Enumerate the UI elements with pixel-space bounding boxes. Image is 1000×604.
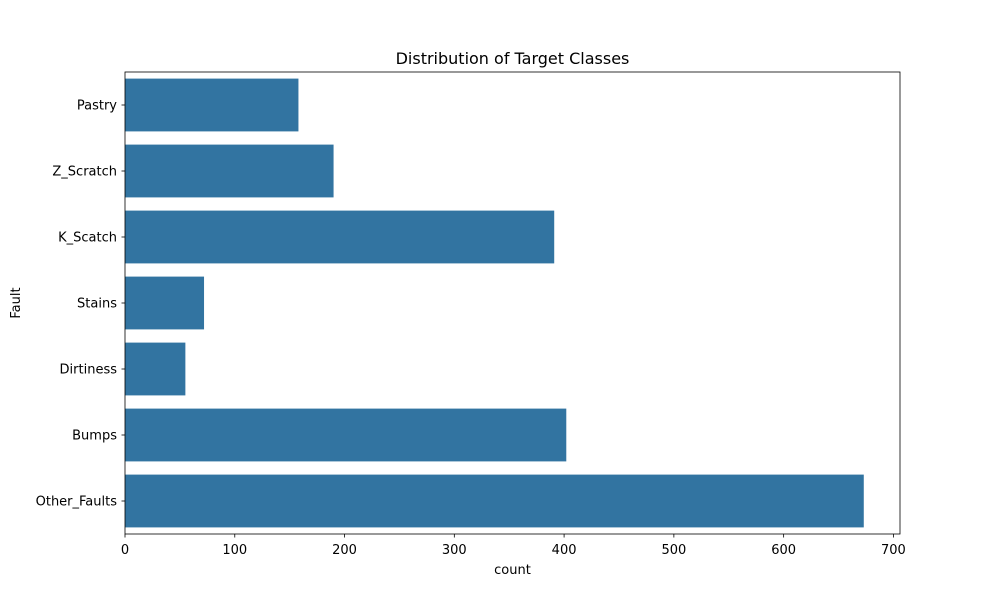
bar-other-faults <box>125 474 864 528</box>
y-tick-label-z-scratch: Z_Scratch <box>52 165 117 180</box>
x-tick-label-500: 500 <box>661 543 686 558</box>
bar-stains <box>125 276 205 330</box>
y-tick-label-other-faults: Other_Faults <box>36 495 118 510</box>
bar-dirtiness <box>125 342 186 396</box>
bar-z-scratch <box>125 144 334 198</box>
x-tick-label-100: 100 <box>222 543 247 558</box>
y-axis-label: Fault <box>9 287 24 318</box>
chart-title: Distribution of Target Classes <box>396 49 630 68</box>
bars-layer <box>125 78 864 528</box>
x-tick-label-600: 600 <box>771 543 796 558</box>
bar-pastry <box>125 78 299 132</box>
y-tick-label-bumps: Bumps <box>72 429 117 444</box>
x-tick-label-400: 400 <box>552 543 577 558</box>
y-tick-label-dirtiness: Dirtiness <box>60 363 118 378</box>
x-tick-label-300: 300 <box>442 543 467 558</box>
axes-layer: Pastry Z_Scratch K_Scatch Stains Dirtiness Bu… <box>36 71 906 558</box>
bar-k-scatch <box>125 210 555 264</box>
plot-frame <box>124 71 901 535</box>
x-tick-label-0: 0 <box>121 543 129 558</box>
x-tick-label-700: 700 <box>881 543 906 558</box>
y-tick-label-k-scatch: K_Scatch <box>58 231 117 246</box>
bar-bumps <box>125 408 567 462</box>
y-tick-label-pastry: Pastry <box>77 99 117 114</box>
x-axis-label: count <box>494 563 531 578</box>
y-tick-label-stains: Stains <box>77 297 117 312</box>
x-tick-label-200: 200 <box>332 543 357 558</box>
